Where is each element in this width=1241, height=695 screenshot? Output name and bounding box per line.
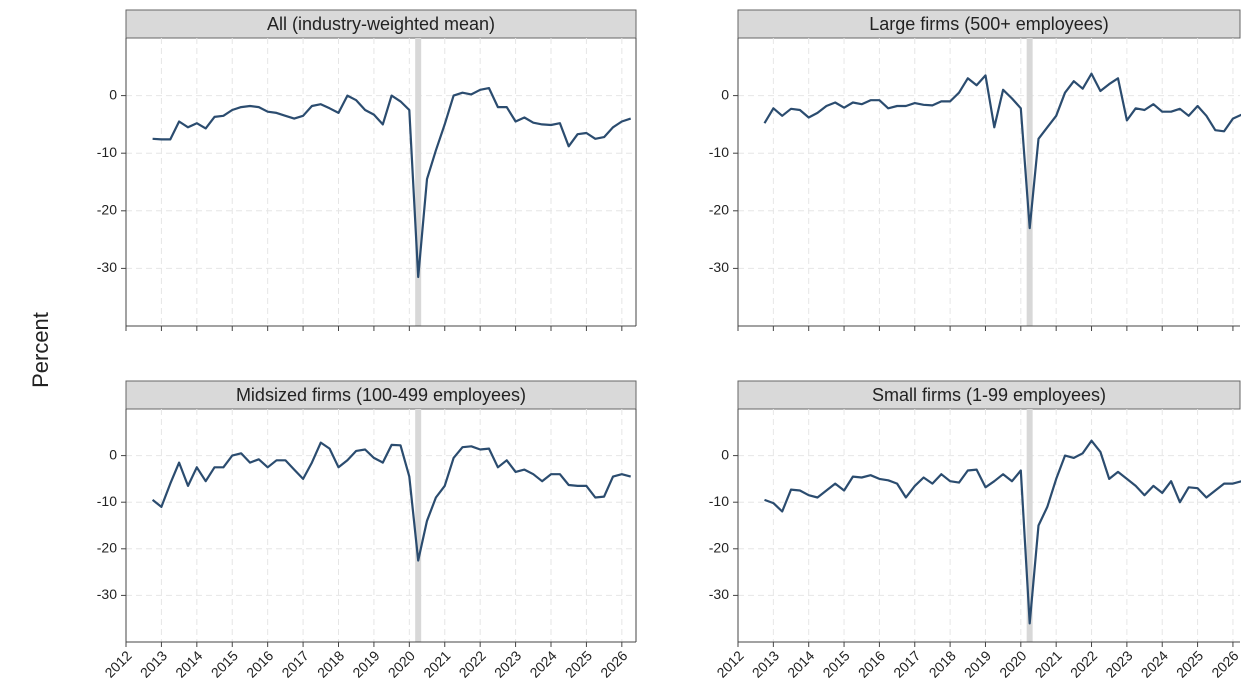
x-tick-label: 2014 xyxy=(784,647,817,680)
x-tick-label: 2014 xyxy=(172,647,205,680)
highlight-band xyxy=(415,38,422,326)
x-tick-label: 2024 xyxy=(1138,647,1171,680)
x-tick-label: 2019 xyxy=(961,647,994,680)
x-tick-label: 2013 xyxy=(749,647,782,680)
x-tick-label: 2017 xyxy=(890,647,923,680)
y-tick-label: -30 xyxy=(97,259,117,275)
y-tick-label: -10 xyxy=(709,144,729,160)
highlight-band xyxy=(1026,38,1033,326)
panel-strip xyxy=(125,380,637,410)
y-tick-label: -30 xyxy=(709,586,729,602)
x-tick-label: 2025 xyxy=(562,647,595,680)
y-tick-label: -30 xyxy=(709,259,729,275)
panel-title: Small firms (1-99 employees) xyxy=(872,385,1106,405)
y-tick-label: -10 xyxy=(97,144,117,160)
panel-strip xyxy=(737,380,1241,410)
data-line xyxy=(151,441,631,562)
y-tick-label: -10 xyxy=(709,493,729,509)
x-tick-label: 2017 xyxy=(278,647,311,680)
x-tick-label: 2018 xyxy=(314,647,347,680)
x-tick-label: 2022 xyxy=(456,647,489,680)
x-tick-label: 2016 xyxy=(243,647,276,680)
y-tick-label: 0 xyxy=(721,446,729,462)
x-tick-label: 2018 xyxy=(926,647,959,680)
x-tick-label: 2023 xyxy=(491,647,524,680)
highlight-band xyxy=(1026,409,1033,642)
x-tick-label: 2024 xyxy=(526,647,559,680)
panel-strip xyxy=(737,9,1241,39)
x-tick-label: 2016 xyxy=(855,647,888,680)
x-tick-label: 2020 xyxy=(996,647,1029,680)
x-tick-label: 2015 xyxy=(208,647,241,680)
x-tick-label: 2021 xyxy=(420,647,453,680)
y-tick-label: -20 xyxy=(709,202,729,218)
panel-title: Midsized firms (100-499 employees) xyxy=(236,385,526,405)
x-tick-label: 2019 xyxy=(349,647,382,680)
x-tick-label: 2015 xyxy=(819,647,852,680)
x-tick-label: 2013 xyxy=(137,647,170,680)
y-tick-label: 0 xyxy=(109,86,117,102)
highlight-band xyxy=(415,409,422,642)
y-tick-label: -30 xyxy=(97,586,117,602)
data-line xyxy=(152,87,632,279)
x-tick-label: 2026 xyxy=(1208,647,1241,680)
panel-title: All (industry-weighted mean) xyxy=(267,14,495,34)
x-tick-label: 2022 xyxy=(1067,647,1100,680)
x-tick-label: 2026 xyxy=(597,647,630,680)
y-tick-label: -10 xyxy=(97,493,117,509)
y-tick-label: -20 xyxy=(97,540,117,556)
y-axis-label: Percent xyxy=(28,312,53,388)
data-line xyxy=(763,72,1241,230)
data-line xyxy=(764,439,1241,625)
x-tick-label: 2023 xyxy=(1102,647,1135,680)
y-tick-label: 0 xyxy=(721,86,729,102)
y-tick-label: 0 xyxy=(109,446,117,462)
x-tick-label: 2025 xyxy=(1173,647,1206,680)
x-tick-label: 2012 xyxy=(101,647,134,680)
panel-title: Large firms (500+ employees) xyxy=(869,14,1109,34)
x-tick-label: 2020 xyxy=(385,647,418,680)
panel-strip xyxy=(125,9,637,39)
x-tick-label: 2021 xyxy=(1032,647,1065,680)
y-tick-label: -20 xyxy=(97,202,117,218)
x-tick-label: 2012 xyxy=(713,647,746,680)
y-tick-label: -20 xyxy=(709,540,729,556)
